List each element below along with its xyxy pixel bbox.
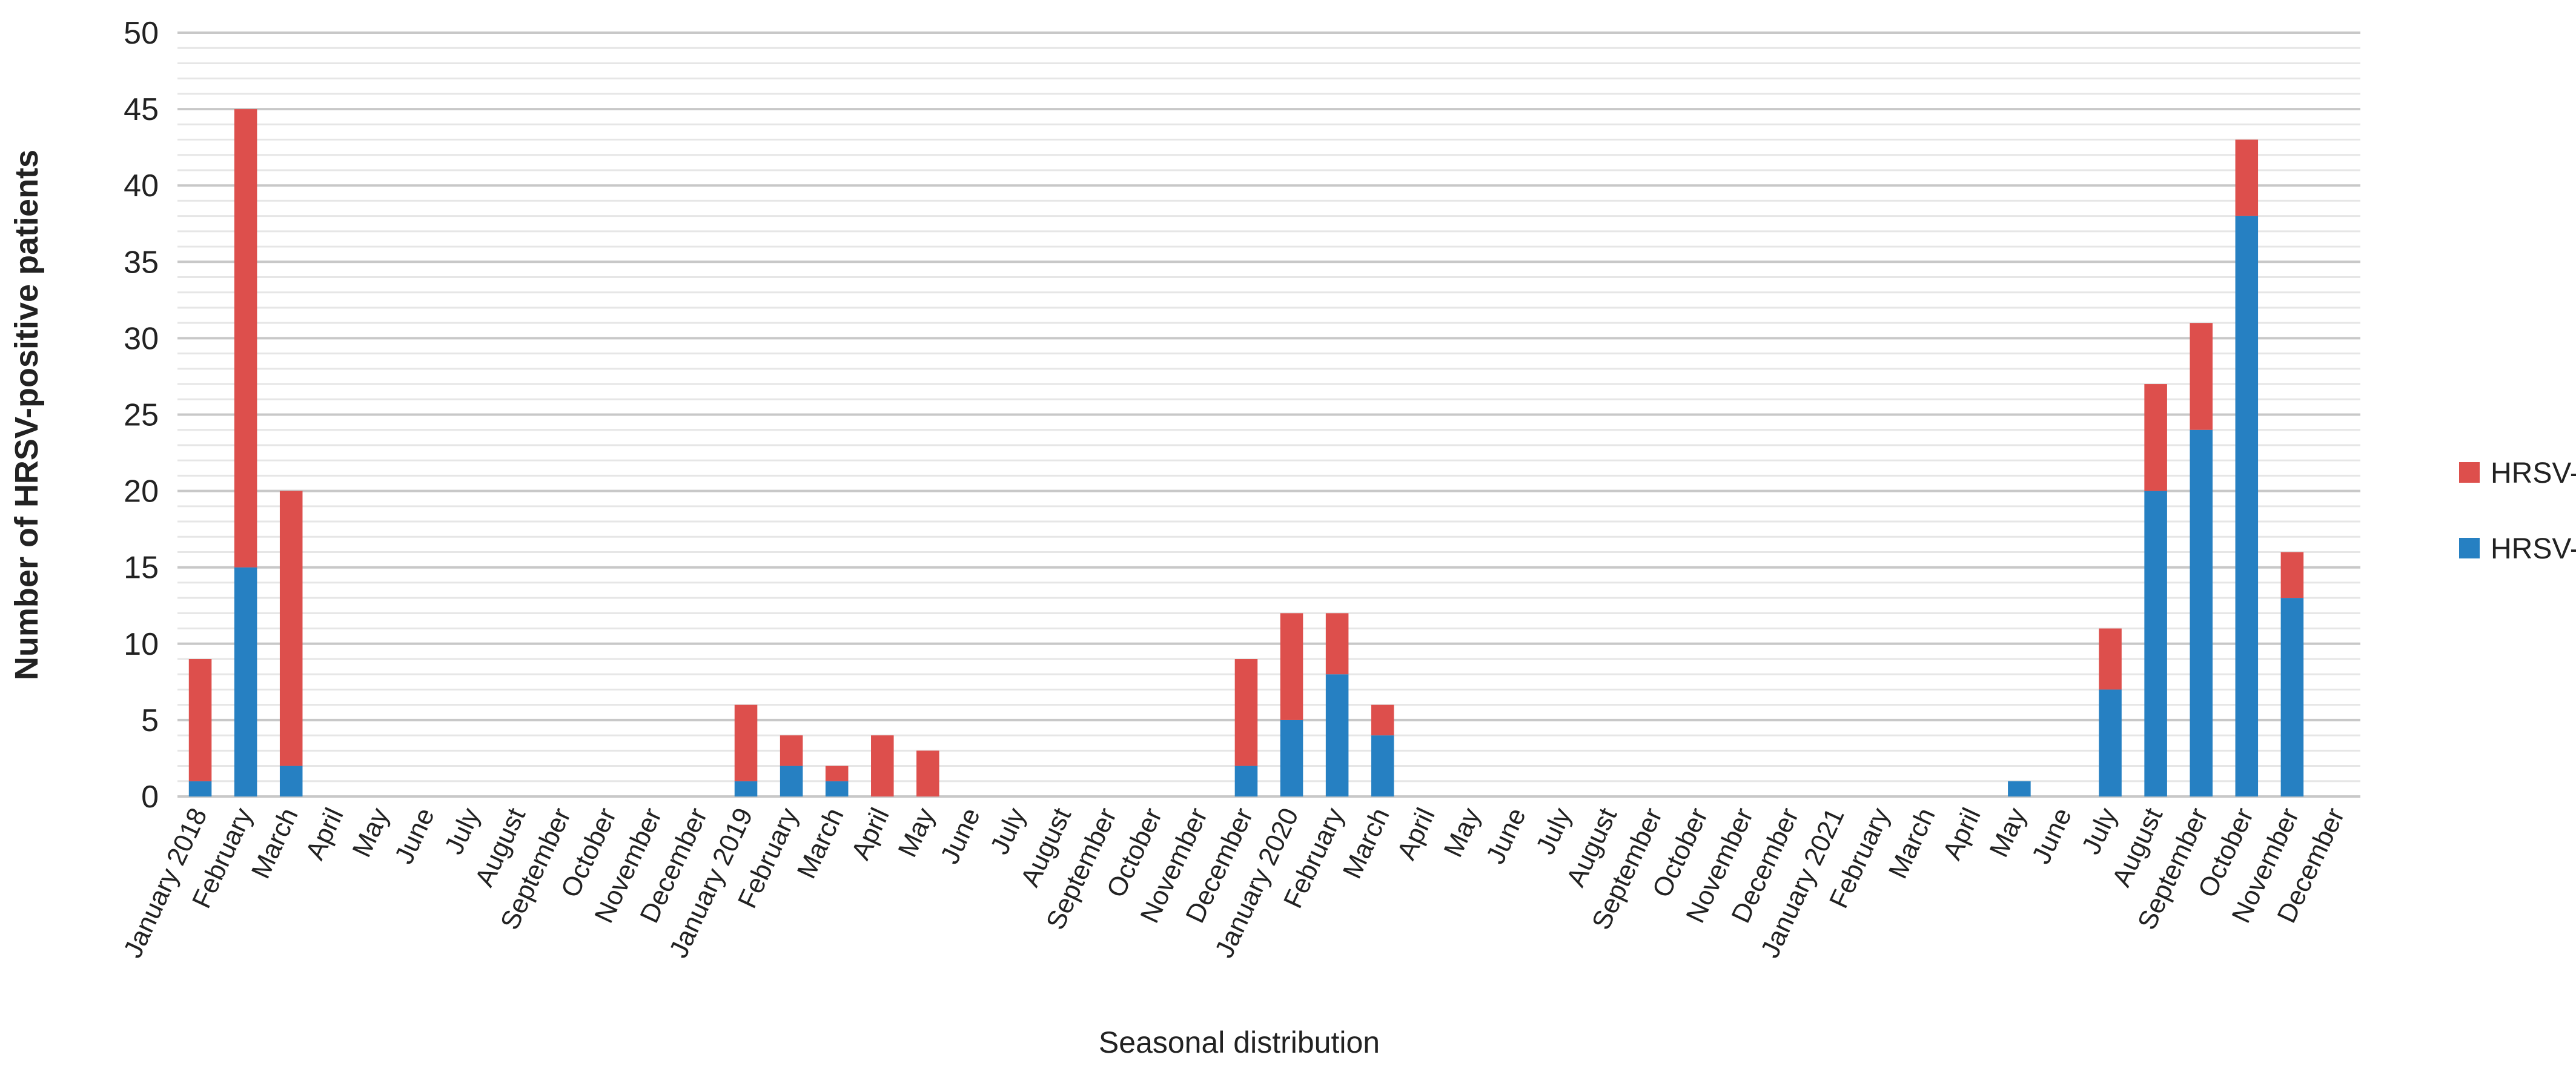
bar-hrsv-b xyxy=(2190,323,2213,430)
bar-hrsv-b xyxy=(1234,659,1258,766)
bar-hrsv-a xyxy=(1371,735,1394,796)
bar-hrsv-a xyxy=(2008,781,2031,796)
y-tick-label: 5 xyxy=(141,703,159,738)
legend-label-hrsv-b: HRSV-B xyxy=(2491,457,2576,489)
bars xyxy=(188,109,2304,796)
y-tick-label: 20 xyxy=(124,474,159,509)
bar-hrsv-a xyxy=(234,567,257,796)
bar-hrsv-b xyxy=(234,109,257,568)
bar-hrsv-a xyxy=(2235,216,2259,796)
bar-hrsv-b xyxy=(2280,552,2304,598)
x-tick-label: June xyxy=(2026,804,2078,869)
x-tick-label: May xyxy=(1984,804,2032,862)
bar-hrsv-a xyxy=(1325,674,1349,796)
y-tick-label: 40 xyxy=(124,168,159,204)
bar-hrsv-a xyxy=(2190,429,2213,796)
y-tick-label: 15 xyxy=(124,551,159,586)
legend: HRSV-B HRSV-A xyxy=(2459,457,2576,565)
bar-hrsv-b xyxy=(916,750,939,796)
bar-hrsv-b xyxy=(734,704,758,781)
bar-hrsv-b xyxy=(188,659,212,781)
bar-hrsv-a xyxy=(279,766,303,796)
x-tick-label: April xyxy=(1391,804,1441,864)
bar-hrsv-b xyxy=(1325,613,1349,675)
y-tick-label: 35 xyxy=(124,245,159,280)
x-tick-label: July xyxy=(2076,804,2123,859)
bar-hrsv-a xyxy=(1234,766,1258,796)
x-tick-label: July xyxy=(439,804,486,859)
legend-swatch-hrsv-b xyxy=(2459,462,2480,483)
x-tick-label: April xyxy=(1937,804,1987,864)
bar-hrsv-a xyxy=(825,781,849,796)
legend-label-hrsv-a: HRSV-A xyxy=(2491,533,2576,565)
bar-hrsv-a xyxy=(2099,689,2122,796)
x-tick-label: April xyxy=(300,804,349,864)
y-tick-label: 45 xyxy=(124,92,159,127)
x-tick-label: July xyxy=(985,804,1031,859)
bar-hrsv-b xyxy=(780,735,803,766)
x-tick-label: June xyxy=(935,804,986,869)
x-tick-label: May xyxy=(346,804,395,862)
x-tick-label: April xyxy=(846,804,895,864)
y-axis-title: Number of HRSV-positive patients xyxy=(8,150,45,680)
bar-hrsv-b xyxy=(825,766,849,781)
gridlines xyxy=(177,31,2360,798)
y-tick-label: 0 xyxy=(141,780,159,815)
bar-hrsv-b xyxy=(279,491,303,766)
x-tick-label: June xyxy=(1480,804,1532,869)
bar-hrsv-b xyxy=(1371,704,1394,736)
x-tick-label: May xyxy=(1438,804,1486,862)
x-axis-title: Seasonal distribution xyxy=(1099,1025,1380,1059)
y-tick-label: 25 xyxy=(124,398,159,433)
bar-hrsv-b xyxy=(871,735,894,796)
bar-hrsv-b xyxy=(2235,139,2259,216)
y-tick-label: 50 xyxy=(124,16,159,51)
bar-hrsv-a xyxy=(1280,720,1303,796)
bar-hrsv-b xyxy=(2144,384,2167,491)
y-tick-label: 10 xyxy=(124,627,159,662)
bar-hrsv-a xyxy=(780,766,803,796)
x-tick-labels: January 2018FebruaryMarchAprilMayJuneJul… xyxy=(118,804,2351,962)
legend-swatch-hrsv-a xyxy=(2459,538,2480,558)
bar-hrsv-a xyxy=(188,781,212,796)
bar-hrsv-b xyxy=(1280,613,1303,720)
x-tick-label: June xyxy=(389,804,440,869)
y-tick-labels: 0 5 10 15 20 25 30 35 40 45 50 xyxy=(124,16,159,815)
x-tick-label: May xyxy=(892,804,941,862)
bar-hrsv-b xyxy=(2099,628,2122,690)
bar-hrsv-a xyxy=(2144,491,2167,796)
x-tick-label: July xyxy=(1531,804,1577,859)
bar-hrsv-a xyxy=(734,781,758,796)
bar-hrsv-a xyxy=(2280,598,2304,796)
y-tick-label: 30 xyxy=(124,321,159,356)
